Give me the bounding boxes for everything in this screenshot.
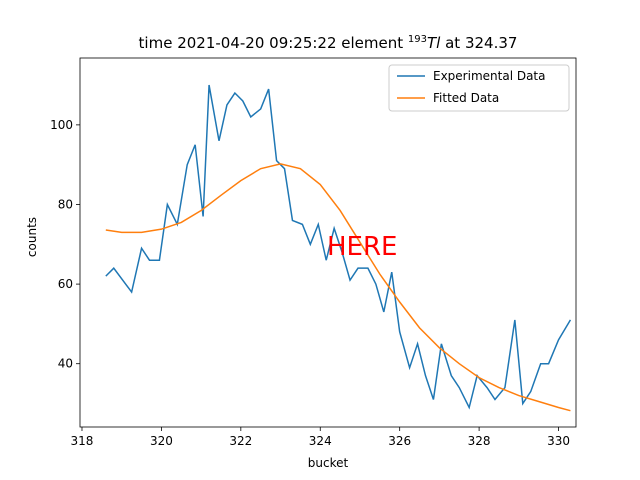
y-tick-label: 60 (58, 277, 73, 291)
x-tick-label: 330 (547, 434, 570, 448)
title-suffix: at 324.37 (440, 34, 517, 52)
x-axis-label: bucket (308, 456, 349, 470)
x-tick-label: 324 (309, 434, 332, 448)
title-superscript: 193 (408, 34, 427, 45)
x-tick-label: 320 (150, 434, 173, 448)
legend-box (388, 64, 570, 112)
y-tick-label: 40 (58, 357, 73, 371)
x-tick-label: 318 (71, 434, 94, 448)
y-tick-label: 100 (50, 118, 73, 132)
title-prefix: time 2021-04-20 09:25:22 element (139, 34, 408, 52)
legend-label: Fitted Data (433, 91, 499, 105)
x-tick-label: 328 (468, 434, 491, 448)
x-tick-label: 326 (388, 434, 411, 448)
chart-title: time 2021-04-20 09:25:22 element 193Tl a… (139, 34, 518, 52)
y-tick-label: 80 (58, 197, 73, 211)
data-line (105, 163, 571, 412)
title-element: Tl (427, 34, 441, 52)
x-tick-label: 322 (229, 434, 252, 448)
y-axis-label: counts (25, 217, 39, 257)
annotation: HERE (327, 232, 397, 262)
data-line (105, 84, 572, 410)
plot-frame (79, 57, 577, 428)
legend-label: Experimental Data (433, 69, 546, 83)
